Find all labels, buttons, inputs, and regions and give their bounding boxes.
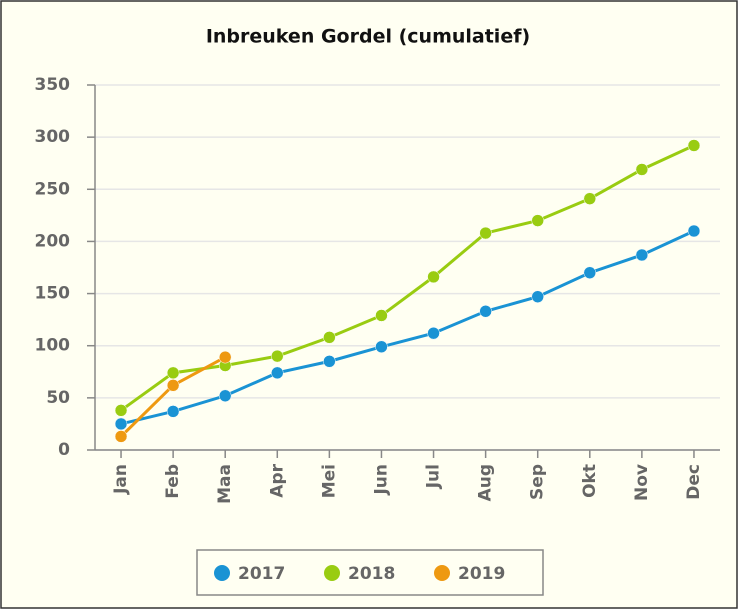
data-point	[166, 379, 180, 392]
y-tick-label: 100	[35, 336, 71, 356]
x-tick-label: Dec	[684, 464, 704, 500]
data-point	[323, 355, 336, 368]
data-point	[114, 430, 128, 443]
data-point	[583, 266, 597, 279]
x-tick-label: Apr	[267, 463, 287, 497]
x-tick-label: Aug	[476, 464, 496, 501]
legend-label: 2018	[348, 564, 395, 584]
legend-marker	[324, 565, 340, 581]
data-point	[323, 331, 336, 344]
x-tick-label: Jul	[424, 464, 444, 489]
data-point	[114, 404, 128, 417]
data-point	[635, 163, 649, 176]
data-point	[114, 417, 128, 431]
y-tick-label: 300	[35, 127, 71, 147]
data-point	[531, 214, 544, 227]
chart-title: Inbreuken Gordel (cumulatief)	[206, 26, 530, 48]
x-tick-label: Sep	[528, 464, 548, 500]
legend-marker	[214, 565, 230, 581]
data-point	[375, 340, 388, 354]
data-point	[427, 270, 440, 284]
x-tick-label: Jan	[111, 464, 131, 495]
legend-label: 2019	[458, 564, 505, 584]
y-tick-label: 350	[35, 75, 71, 95]
data-point	[271, 349, 284, 363]
x-tick-label: Jun	[371, 464, 391, 496]
y-tick-label: 150	[35, 284, 71, 304]
y-tick-label: 0	[58, 440, 70, 460]
data-point	[271, 366, 284, 380]
data-point	[479, 305, 492, 318]
y-tick-label: 250	[35, 179, 71, 199]
data-point	[166, 366, 180, 380]
data-point	[479, 226, 492, 240]
data-point	[583, 192, 597, 205]
data-point	[687, 139, 701, 152]
x-tick-label: Maa	[215, 464, 235, 504]
data-point	[218, 389, 232, 403]
x-tick-label: Nov	[632, 464, 652, 501]
data-point	[218, 350, 232, 364]
y-tick-label: 50	[46, 388, 70, 408]
y-tick-label: 200	[35, 231, 71, 251]
legend-marker	[434, 565, 450, 581]
data-point	[635, 248, 649, 262]
series-line	[120, 144, 695, 412]
data-point	[166, 405, 180, 418]
x-tick-label: Mei	[319, 464, 339, 498]
legend-label: 2017	[238, 564, 285, 584]
series-line	[120, 229, 695, 426]
data-point	[375, 309, 388, 322]
data-point	[427, 326, 440, 340]
x-tick-label: Okt	[580, 464, 600, 498]
data-point	[531, 290, 544, 303]
legend-box	[196, 549, 544, 596]
data-point	[687, 224, 701, 238]
x-tick-label: Feb	[163, 464, 183, 499]
